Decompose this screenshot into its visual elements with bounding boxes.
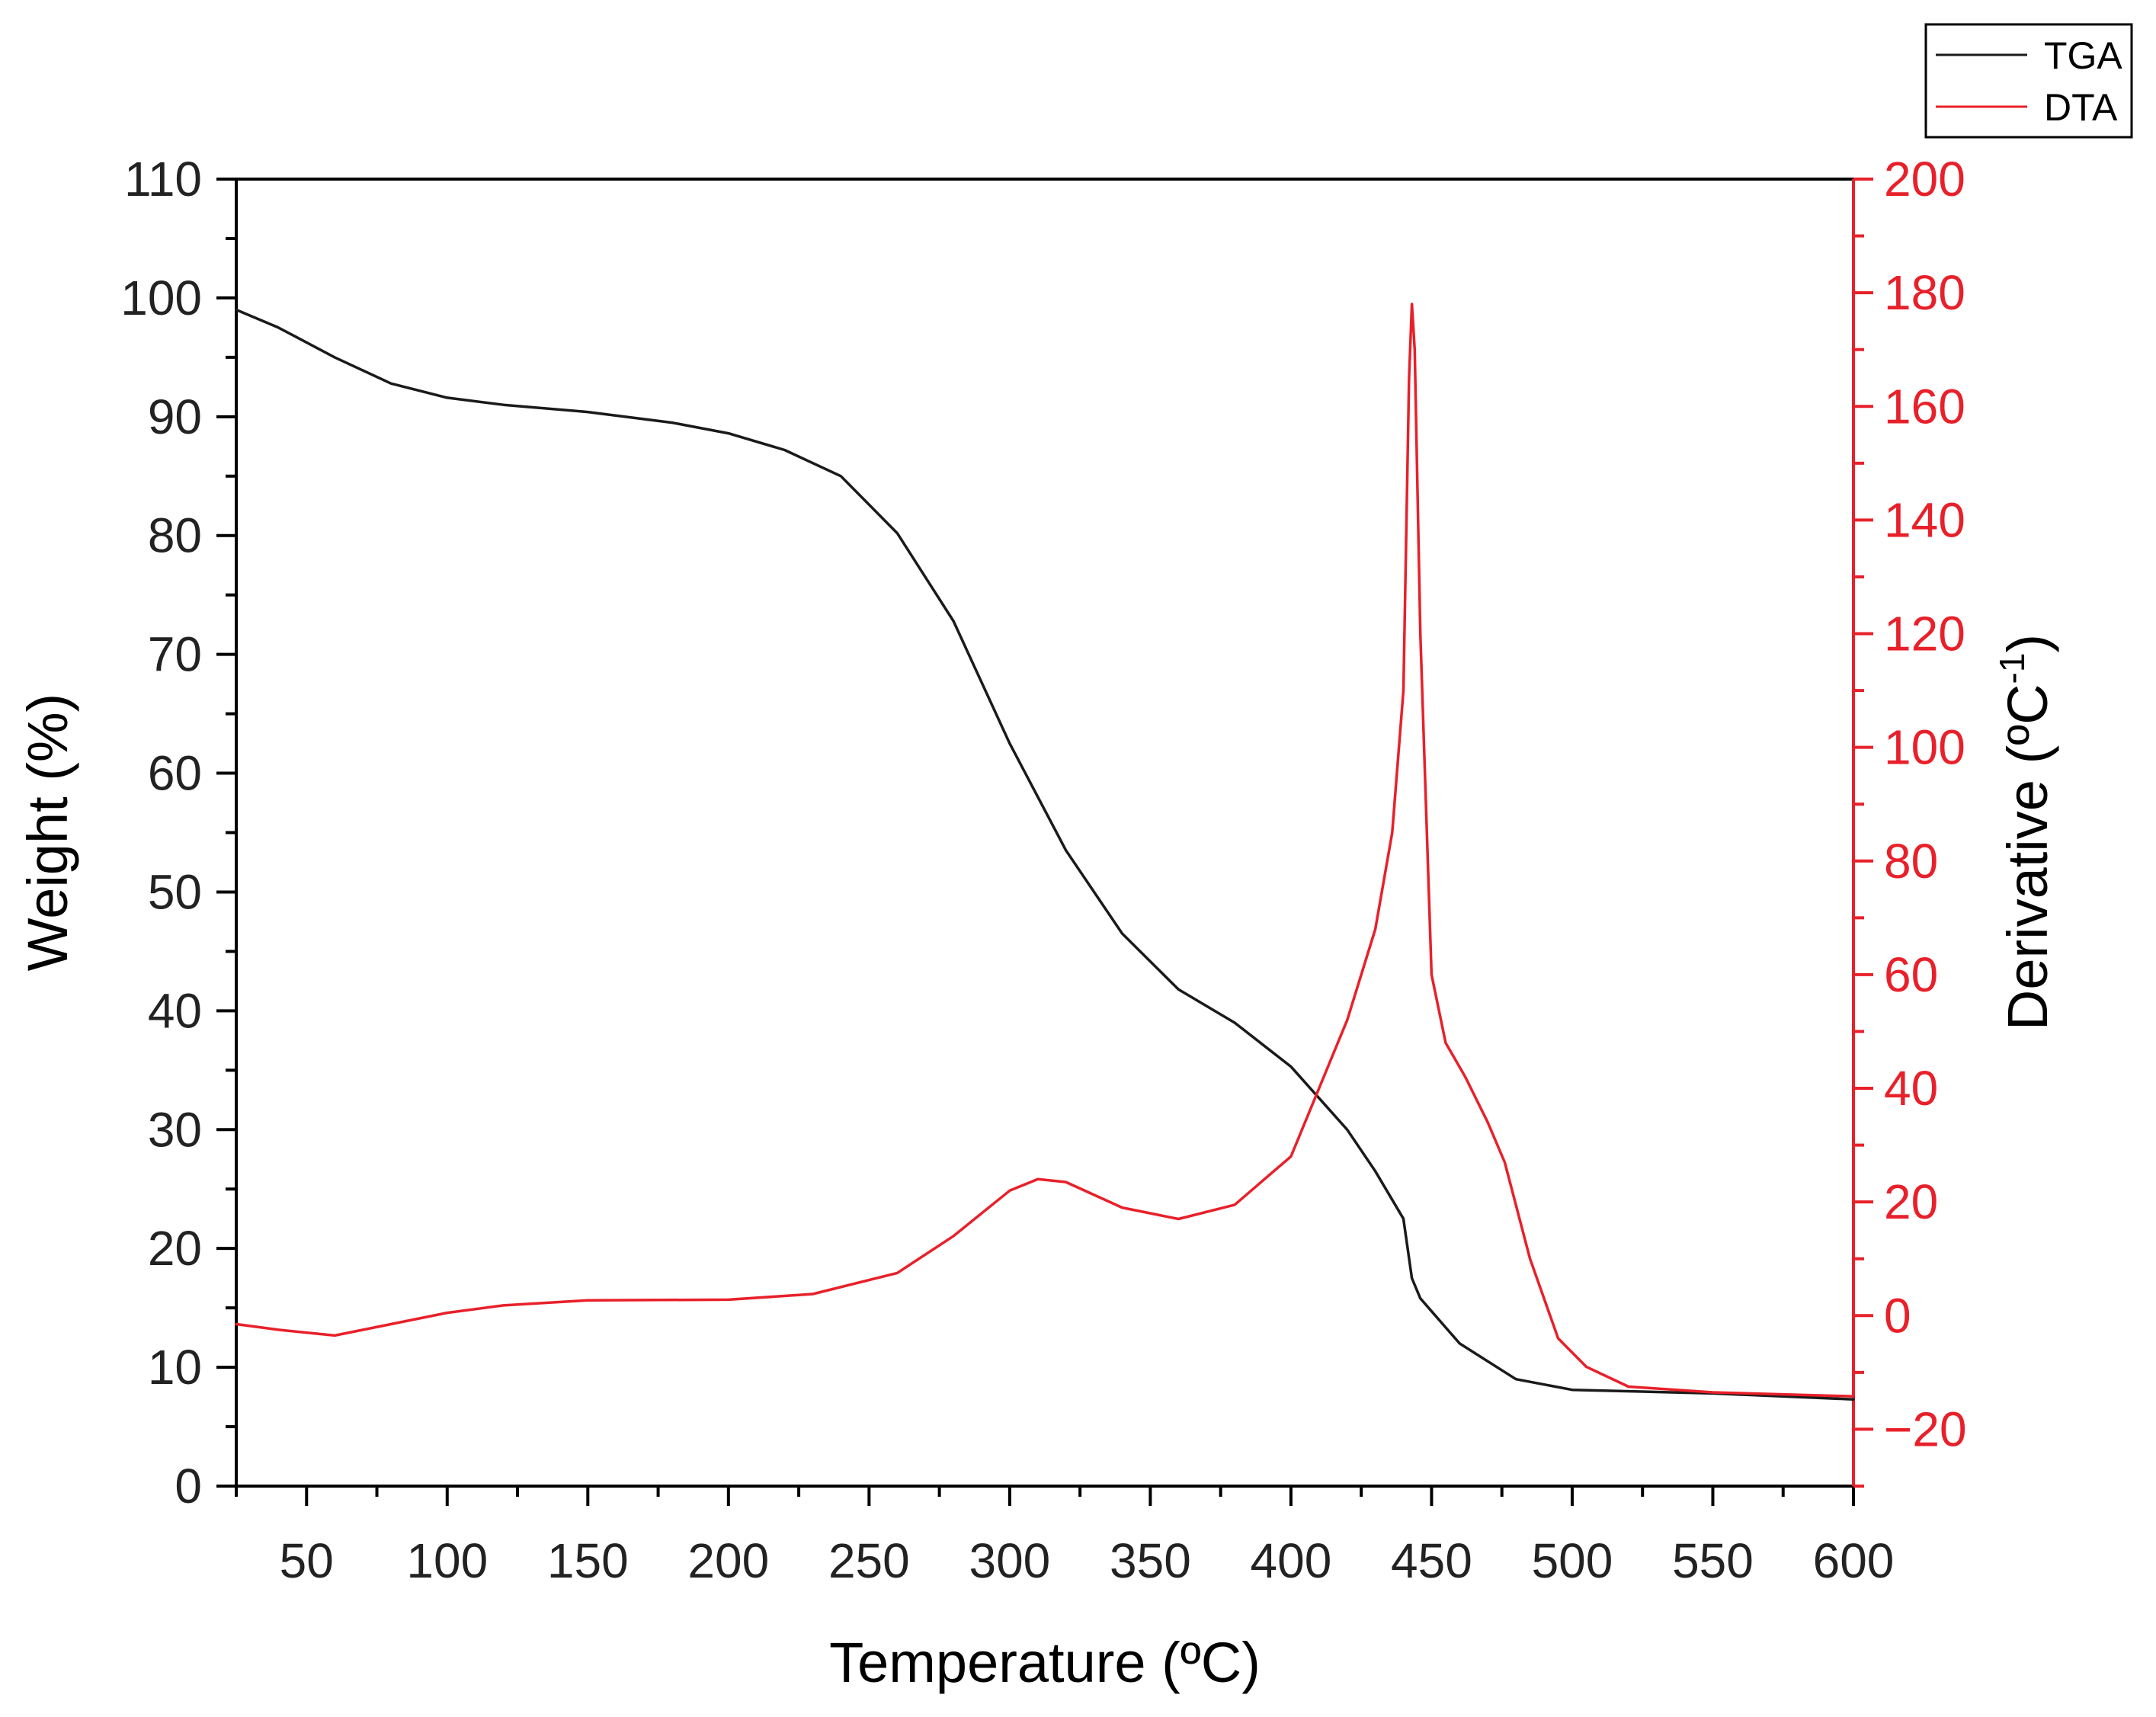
x-tick-label: 100 (406, 1533, 488, 1588)
y-right-axis-title-close: ) (1996, 634, 2059, 653)
labels-layer: Temperature (ºC) Weight (%) Derivative (… (16, 634, 2059, 1694)
y-left-tick-label: 70 (148, 627, 202, 682)
y-right-tick-label: 0 (1884, 1288, 1911, 1343)
y-left-tick-label: 110 (124, 152, 202, 207)
x-tick-label: 350 (1110, 1533, 1191, 1588)
plot-frame (235, 178, 1855, 1488)
y-right-tick-label: 160 (1884, 379, 1965, 434)
x-tick-label: 200 (687, 1533, 769, 1588)
y-right-axis-title-main: Derivative (ºC (1996, 684, 2059, 1030)
y-right-axis-title-sup: -1 (1992, 653, 2032, 684)
series-line-dta (235, 303, 1855, 1398)
y-left-tick-label: 80 (148, 508, 202, 563)
y-right-tick-label: 40 (1884, 1061, 1938, 1116)
y-left-tick-label: 40 (148, 983, 202, 1038)
y-right-axis-title: Derivative (ºC-1) (1992, 634, 2059, 1030)
y-right-tick-label: 20 (1884, 1174, 1938, 1229)
y-left-tick-label: 30 (148, 1102, 202, 1157)
x-tick-label: 550 (1672, 1533, 1754, 1588)
series-layer (235, 303, 1855, 1401)
y-left-axis-title: Weight (%) (16, 694, 79, 972)
y-left-tick-label: 10 (148, 1340, 202, 1395)
y-left-tick-label: 20 (148, 1221, 202, 1276)
x-tick-label: 500 (1532, 1533, 1613, 1588)
y-left-tick-label: 90 (148, 389, 202, 444)
x-tick-label: 150 (547, 1533, 629, 1588)
y-right-tick-label: 100 (1884, 720, 1965, 775)
y-left-tick-label: 100 (120, 271, 202, 325)
x-tick-label: 250 (828, 1533, 910, 1588)
x-tick-label: 50 (280, 1533, 334, 1588)
x-tick-label: 600 (1813, 1533, 1895, 1588)
y-right-tick-label: 140 (1884, 492, 1965, 547)
y-left-tick-label: 0 (175, 1459, 202, 1514)
series-line-tga (235, 308, 1855, 1401)
x-axis-title: Temperature (ºC) (829, 1631, 1261, 1694)
x-tick-label: 450 (1391, 1533, 1472, 1588)
y-left-tick-label: 60 (148, 746, 202, 801)
y-right-tick-label: −20 (1884, 1401, 1967, 1456)
legend: TGA DTA (1924, 23, 2133, 139)
y-right-tick-label: 120 (1884, 607, 1965, 661)
x-tick-label: 300 (969, 1533, 1050, 1588)
legend-box (1924, 23, 2133, 139)
y-right-tick-label: 80 (1884, 834, 1938, 889)
legend-label-tga: TGA (2044, 34, 2122, 77)
x-tick-label: 400 (1251, 1533, 1332, 1588)
legend-label-dta: DTA (2044, 86, 2118, 129)
ticks-layer: 50 100 150 200 250 300 350 400 450 500 550 60001020… (120, 152, 1966, 1588)
y-right-tick-label: 60 (1884, 947, 1938, 1002)
y-right-tick-label: 200 (1884, 152, 1965, 207)
y-right-tick-label: 180 (1884, 265, 1965, 320)
y-left-tick-label: 50 (148, 864, 202, 919)
